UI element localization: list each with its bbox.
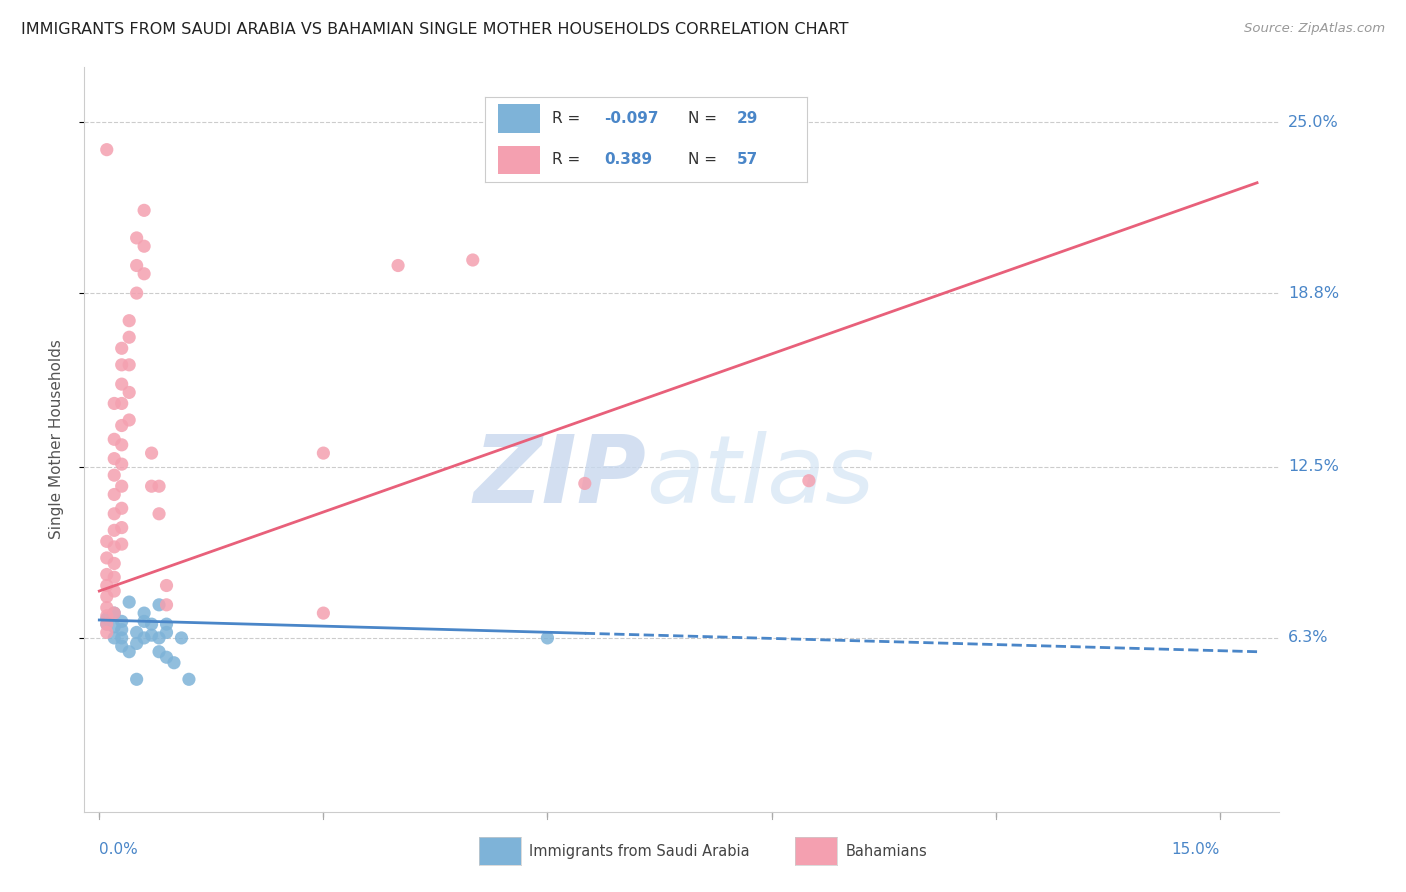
Point [111, 639, 134, 653]
Point [125, 259, 148, 273]
Text: ZIP: ZIP [474, 431, 647, 523]
Point [141, 479, 163, 493]
Point [111, 501, 134, 516]
Point [103, 487, 125, 501]
Point [96, 612, 118, 626]
Point [96, 567, 118, 582]
Point [118, 358, 141, 372]
Point [103, 433, 125, 447]
Point [111, 341, 134, 355]
Text: 0.0%: 0.0% [100, 842, 138, 857]
Point [177, 673, 200, 687]
Point [103, 540, 125, 554]
Text: 25.0%: 25.0% [1288, 114, 1339, 129]
Point [111, 479, 134, 493]
Point [103, 570, 125, 584]
Point [103, 524, 125, 538]
Point [118, 595, 141, 609]
Point [118, 330, 141, 344]
Text: 6.3%: 6.3% [1288, 631, 1329, 646]
Point [111, 438, 134, 452]
Point [155, 625, 177, 640]
Point [148, 645, 170, 659]
Point [111, 457, 134, 471]
Point [103, 557, 125, 571]
Point [148, 507, 170, 521]
Y-axis label: Single Mother Households: Single Mother Households [49, 339, 63, 540]
Point [111, 631, 134, 645]
Point [111, 396, 134, 410]
Point [141, 628, 163, 642]
Point [111, 537, 134, 551]
Point [132, 606, 156, 620]
Point [125, 625, 148, 640]
Point [103, 396, 125, 410]
Text: 12.5%: 12.5% [1288, 459, 1339, 475]
Point [536, 631, 558, 645]
Point [125, 286, 148, 301]
Point [96, 143, 118, 157]
Point [96, 625, 118, 640]
Point [96, 534, 118, 549]
Point [111, 615, 134, 629]
Point [96, 590, 118, 604]
Point [103, 631, 125, 645]
Point [132, 267, 156, 281]
Point [111, 418, 134, 433]
Point [111, 623, 134, 637]
Point [461, 252, 484, 267]
Point [312, 606, 335, 620]
Point [103, 606, 125, 620]
Point [125, 231, 148, 245]
Point [111, 358, 134, 372]
Point [96, 617, 118, 632]
Point [96, 617, 118, 632]
Point [96, 578, 118, 592]
Point [132, 615, 156, 629]
Point [163, 656, 186, 670]
Point [118, 385, 141, 400]
Text: 15.0%: 15.0% [1171, 842, 1220, 857]
Point [155, 578, 177, 592]
Text: IMMIGRANTS FROM SAUDI ARABIA VS BAHAMIAN SINGLE MOTHER HOUSEHOLDS CORRELATION CH: IMMIGRANTS FROM SAUDI ARABIA VS BAHAMIAN… [21, 22, 849, 37]
Point [148, 598, 170, 612]
Text: Bahamians: Bahamians [845, 844, 928, 859]
Point [312, 446, 335, 460]
Point [103, 584, 125, 599]
Point [96, 550, 118, 565]
Point [155, 598, 177, 612]
Point [103, 468, 125, 483]
Point [103, 507, 125, 521]
Point [103, 451, 125, 466]
Point [111, 520, 134, 534]
Point [103, 606, 125, 620]
Point [111, 377, 134, 392]
Text: atlas: atlas [647, 431, 875, 522]
Point [118, 413, 141, 427]
Point [574, 476, 596, 491]
Point [141, 446, 163, 460]
Point [103, 620, 125, 634]
Point [155, 650, 177, 665]
Point [96, 608, 118, 623]
Point [118, 645, 141, 659]
Point [170, 631, 193, 645]
Point [387, 259, 409, 273]
Point [148, 479, 170, 493]
Point [96, 600, 118, 615]
Point [125, 636, 148, 650]
Text: Immigrants from Saudi Arabia: Immigrants from Saudi Arabia [529, 844, 749, 859]
Text: 18.8%: 18.8% [1288, 285, 1339, 301]
Point [148, 631, 170, 645]
Point [132, 239, 156, 253]
Point [125, 673, 148, 687]
Point [141, 617, 163, 632]
Point [132, 203, 156, 218]
Point [132, 631, 156, 645]
Point [797, 474, 820, 488]
Text: Source: ZipAtlas.com: Source: ZipAtlas.com [1244, 22, 1385, 36]
Point [118, 314, 141, 328]
Point [155, 617, 177, 632]
